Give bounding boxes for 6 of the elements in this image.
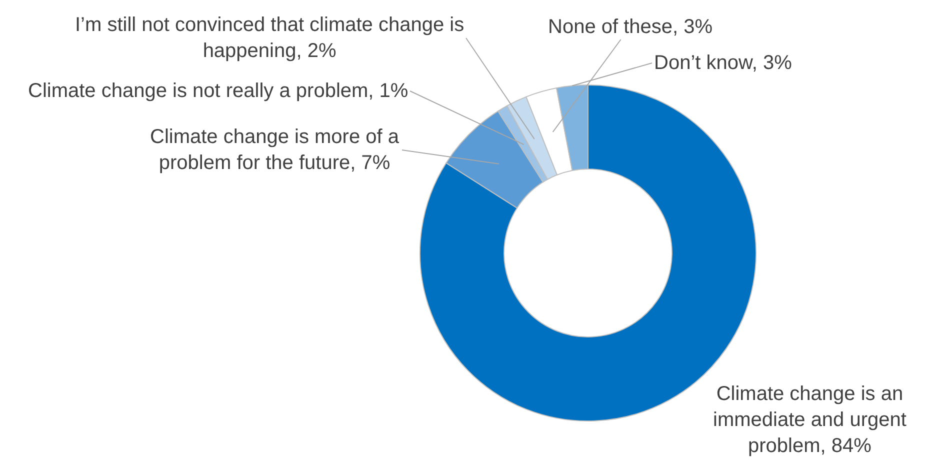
slice-label: None of these, 3%: [548, 16, 713, 38]
slice-label: Climate change is an immediate and urgent problem, 84%: [713, 383, 907, 457]
slice-label: Don’t know, 3%: [654, 52, 792, 74]
slice-label: Climate change is not really a problem, 1%: [28, 80, 408, 102]
slice-label: Climate change is more of a problem for the future, 7%: [150, 126, 400, 174]
slice-label: I’m still not convinced that climate change is happening, 2%: [75, 14, 464, 62]
